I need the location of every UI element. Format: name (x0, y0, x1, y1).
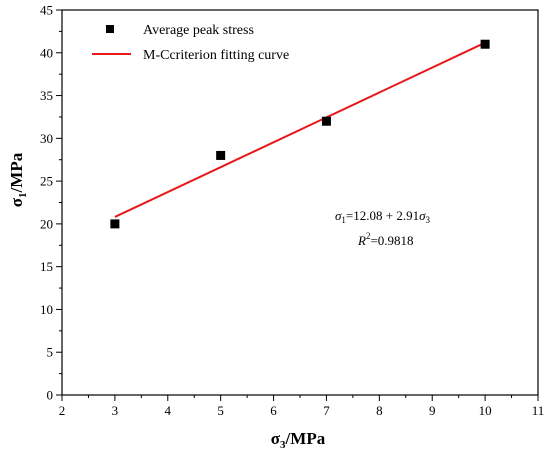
data-point (110, 219, 120, 229)
y-tick-label: 5 (47, 345, 54, 360)
x-tick-label: 6 (270, 403, 277, 418)
x-tick-label: 10 (479, 403, 492, 418)
r-squared: R2=0.9818 (357, 231, 414, 248)
x-axis-title: σ3/MPa (271, 429, 326, 451)
x-axis: 2 3 4 5 6 7 8 9 10 11 (59, 395, 545, 418)
eq-rhs-sub: 3 (426, 215, 431, 225)
x-tick-label: 3 (112, 403, 119, 418)
x-tick-label: 5 (217, 403, 224, 418)
y-tick-label: 30 (40, 131, 53, 146)
r2-symbol: R (357, 233, 366, 248)
y-axis-title: σ1/MPa (7, 152, 29, 207)
x-tick-label: 4 (165, 403, 172, 418)
fit-annotation: σ1=12.08 + 2.91σ3 R2=0.9818 (335, 208, 431, 248)
x-tick-label: 7 (323, 403, 330, 418)
y-tick-label: 20 (40, 216, 53, 231)
legend-marker-scatter (106, 25, 114, 33)
data-point (480, 39, 490, 49)
plot-frame (61, 9, 539, 396)
r2-sup: 2 (366, 231, 371, 241)
y-axis-title-sub: 1 (17, 192, 29, 198)
y-tick-label: 10 (40, 302, 53, 317)
eq-rhs-symbol: σ (419, 208, 426, 223)
fit-line (114, 41, 486, 218)
y-axis-title-unit: /MPa (7, 152, 26, 193)
eq-lhs-symbol: σ (335, 208, 342, 223)
eq-rhs-const: =12.08 + 2.91 (346, 208, 419, 223)
x-tick-label: 11 (532, 403, 545, 418)
y-tick-label: 0 (47, 388, 54, 403)
y-tick-label: 45 (40, 3, 53, 18)
y-axis: 0 5 10 15 20 25 30 35 40 45 (40, 3, 62, 403)
y-tick-label: 15 (40, 259, 53, 274)
x-tick-label: 8 (376, 403, 383, 418)
fit-equation: σ1=12.08 + 2.91σ3 (335, 208, 431, 225)
legend-label-fit: M-Ccriterion fitting curve (143, 48, 289, 63)
x-axis-title-sub: 3 (280, 439, 286, 451)
fit-layer (114, 41, 486, 218)
plot-border (61, 9, 539, 396)
points-layer (110, 39, 490, 229)
y-tick-label: 35 (40, 88, 53, 103)
y-tick-label: 25 (40, 174, 53, 189)
y-tick-label: 40 (40, 45, 53, 60)
x-axis-title-unit: /MPa (285, 429, 326, 448)
y-axis-title-symbol: σ (7, 197, 26, 207)
data-point (216, 150, 226, 160)
eq-lhs-sub: 1 (341, 215, 346, 225)
x-tick-label: 2 (59, 403, 66, 418)
data-point (321, 116, 331, 126)
x-tick-label: 9 (429, 403, 436, 418)
legend: Average peak stress M-Ccriterion fitting… (92, 23, 289, 63)
x-axis-title-symbol: σ (271, 429, 281, 448)
r2-value: =0.9818 (370, 233, 413, 248)
legend-label-scatter: Average peak stress (143, 23, 254, 38)
